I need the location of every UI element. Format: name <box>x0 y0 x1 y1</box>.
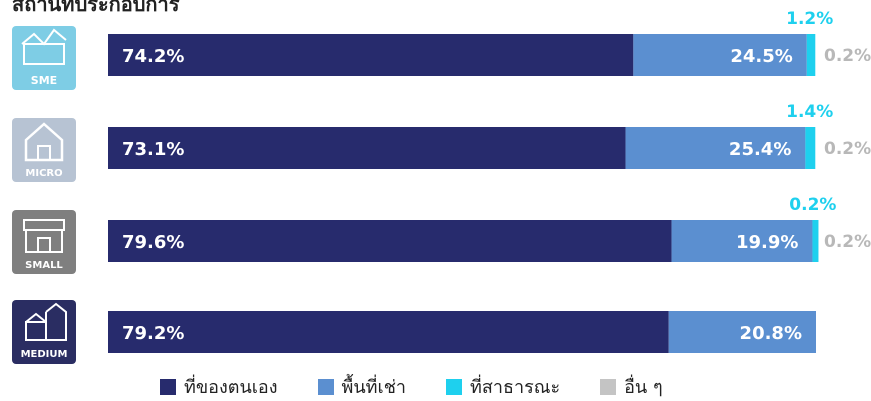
bar-own-small <box>108 220 672 262</box>
small-category-icon: SMALL <box>12 210 76 274</box>
legend-swatch-other <box>600 378 617 395</box>
label-other-micro: 0.2% <box>824 139 871 159</box>
label-rent-small: 19.9% <box>736 232 798 253</box>
bar-rent-small <box>671 220 813 262</box>
bar-rent-sme <box>633 34 807 76</box>
medium-category-icon: MEDIUM <box>12 300 76 364</box>
legend-label-other: อื่น ๆ <box>624 377 663 398</box>
label-rent-sme: 24.5% <box>730 46 792 67</box>
label-own-micro: 73.1% <box>122 139 184 160</box>
label-rent-micro: 25.4% <box>729 139 791 160</box>
label-rent-medium: 20.8% <box>740 323 802 344</box>
icon-label-sme: SME <box>31 74 57 87</box>
label-own-sme: 74.2% <box>122 46 184 67</box>
legend-label-own: ที่ของตนเอง <box>184 377 278 398</box>
bar-public-small <box>812 220 819 262</box>
legend-swatch-own <box>160 378 176 395</box>
micro-category-icon: MICRO <box>12 118 76 182</box>
legend-item-own: ที่ของตนเอง <box>160 372 278 401</box>
svg-text:MEDIUM: MEDIUM <box>21 349 68 360</box>
label-own-medium: 79.2% <box>122 323 184 344</box>
bar-public-sme <box>806 34 816 76</box>
label-public-micro: 1.4% <box>786 102 833 122</box>
chart-title: สถานที่ประกอบการ <box>12 0 180 16</box>
chart-legend: ที่ของตนเอง พื้นที่เช่า ที่สาธารณะ อื่น … <box>160 372 663 401</box>
svg-text:MICRO: MICRO <box>25 168 62 179</box>
legend-swatch-rent <box>317 378 334 395</box>
bar-public-micro <box>805 127 816 169</box>
sme-category-icon: SME <box>12 26 76 90</box>
label-own-small: 79.6% <box>122 232 184 253</box>
label-public-sme: 1.2% <box>786 9 833 29</box>
svg-text:SMALL: SMALL <box>25 260 63 271</box>
label-other-sme: 0.2% <box>824 46 871 66</box>
legend-item-other: อื่น ๆ <box>600 372 663 401</box>
bar-own-medium <box>108 311 669 353</box>
label-other-small: 0.2% <box>824 232 871 252</box>
bar-rent-micro <box>625 127 806 169</box>
legend-swatch-public <box>446 378 463 395</box>
bar-own-sme <box>108 34 634 76</box>
legend-item-rent: พื้นที่เช่า <box>317 372 407 401</box>
legend-item-public: ที่สาธารณะ <box>446 372 560 401</box>
bar-own-micro <box>108 127 626 169</box>
legend-label-rent: พื้นที่เช่า <box>341 377 407 398</box>
bar-rent-medium <box>668 311 816 353</box>
legend-label-public: ที่สาธารณะ <box>470 377 561 398</box>
label-public-small: 0.2% <box>789 195 836 215</box>
